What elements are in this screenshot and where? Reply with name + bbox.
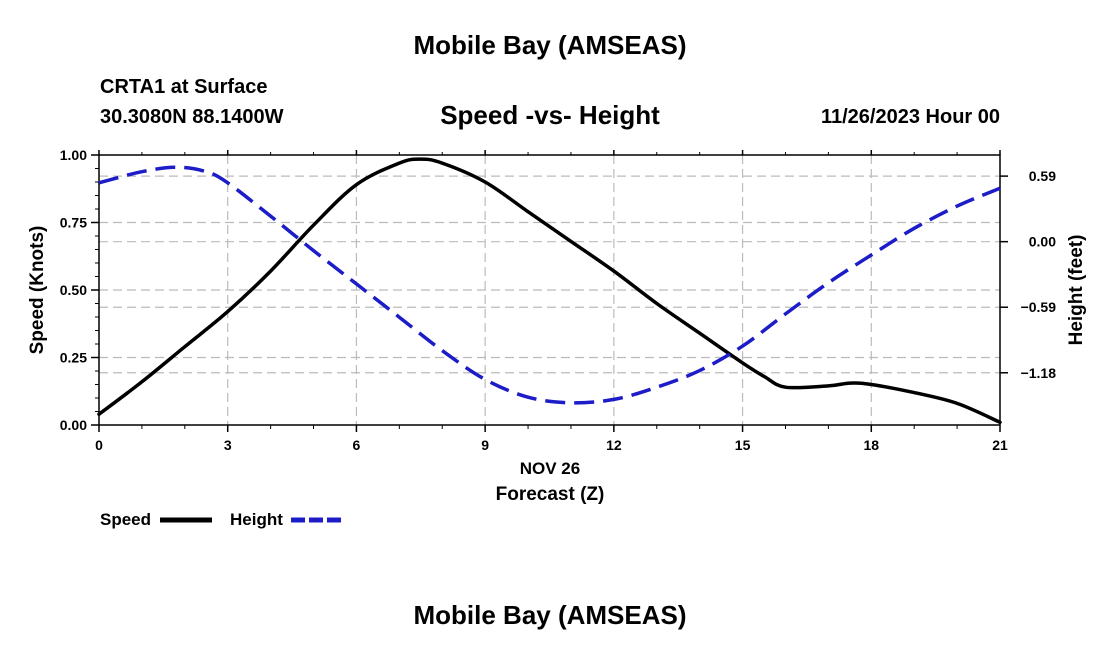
y-tick-label: 0.25 xyxy=(60,350,87,366)
y-tick-label: 0.00 xyxy=(60,417,87,433)
x-axis-title: Forecast (Z) xyxy=(496,484,605,505)
x-tick-label: 12 xyxy=(606,437,622,453)
station-label: CRTA1 at Surface xyxy=(100,76,268,98)
grid xyxy=(99,155,1000,425)
station-coordinates: 30.3080N 88.1400W xyxy=(100,106,284,128)
forecast-datetime: 11/26/2023 Hour 00 xyxy=(820,106,1000,128)
y-right-tick-label: 0.59 xyxy=(1029,168,1056,184)
x-tick-label: 21 xyxy=(992,437,1008,453)
y-right-axis-title: Height (feet) xyxy=(1066,235,1087,346)
y-tick-label: 0.50 xyxy=(60,282,87,298)
y-right-tick-label: 0.00 xyxy=(1029,234,1056,250)
legend: Speed Height xyxy=(100,510,343,529)
y-right-tick-label: −1.18 xyxy=(1021,365,1057,381)
y-right-tick-label: −0.59 xyxy=(1021,299,1057,315)
x-tick-label: 0 xyxy=(95,437,103,453)
y-tick-label: 0.75 xyxy=(60,215,87,231)
series xyxy=(97,157,1002,425)
speed-series-line xyxy=(97,157,1002,425)
y-axis-title: Speed (Knots) xyxy=(27,226,48,355)
chart-subtitle: Speed -vs- Height xyxy=(440,100,660,130)
x-tick-label: 15 xyxy=(735,437,751,453)
ticks: 0 3 6 9 12 15 18 21 0.00 0.25 0.50 0.75 1.00 0.59 0.00… xyxy=(60,147,1056,453)
y-tick-label: 1.00 xyxy=(60,147,87,163)
x-tick-label: 6 xyxy=(353,437,361,453)
legend-label-speed: Speed xyxy=(100,510,151,529)
x-tick-label: 3 xyxy=(224,437,232,453)
legend-label-height: Height xyxy=(230,510,283,529)
footer-title: Mobile Bay (AMSEAS) xyxy=(413,600,687,630)
chart-title: Mobile Bay (AMSEAS) xyxy=(413,30,687,60)
x-tick-label: 18 xyxy=(863,437,879,453)
height-series-line xyxy=(98,165,1001,405)
x-axis-date: NOV 26 xyxy=(520,459,580,478)
x-tick-label: 9 xyxy=(481,437,489,453)
